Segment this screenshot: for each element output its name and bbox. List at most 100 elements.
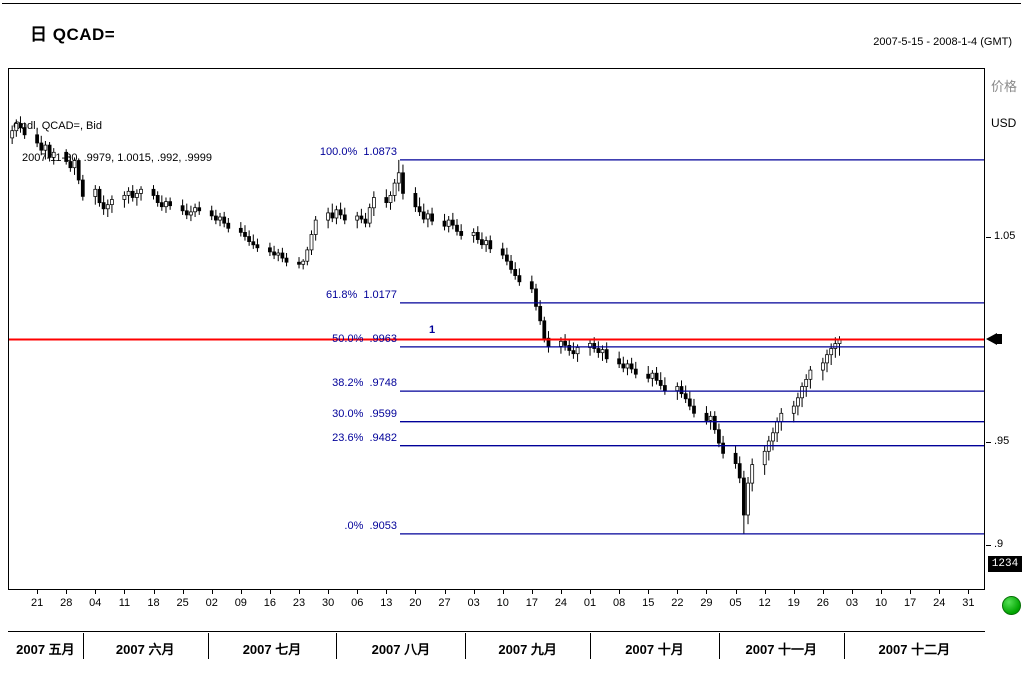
date-tick-label: 29 (700, 597, 713, 609)
date-range-label: 2007-5-15 - 2008-1-4 (GMT) (873, 36, 1012, 48)
month-separator (465, 633, 467, 659)
date-tick-mark (299, 590, 301, 594)
month-separator (207, 633, 209, 659)
price-tick-label: 1.05 (994, 229, 1016, 242)
date-tick-label: 01 (583, 597, 597, 609)
window-top-border (2, 3, 1021, 4)
month-separator (82, 633, 84, 659)
left-arrow-icon (986, 333, 997, 346)
fib-handle-label[interactable]: 1 (429, 324, 436, 336)
date-tick-label: 03 (467, 597, 480, 609)
date-tick-mark (560, 590, 562, 594)
price-tick-mark (986, 442, 991, 444)
date-tick-mark (706, 590, 708, 594)
date-tick-mark (182, 590, 184, 594)
price-tick-mark (986, 544, 991, 546)
fib-level-label: 30.0% .9599 (332, 407, 397, 420)
date-tick-mark (968, 590, 970, 594)
date-tick-mark (328, 590, 330, 594)
date-tick-mark (66, 590, 68, 594)
month-label: 2007 十一月 (745, 642, 818, 657)
price-axis-title: 价格 (991, 79, 1018, 94)
date-tick-label: 12 (758, 597, 771, 609)
date-tick-label: 25 (176, 597, 189, 609)
chart-plot-area[interactable] (8, 68, 985, 590)
date-tick-label: 28 (60, 597, 73, 609)
date-tick-label: 16 (263, 597, 277, 609)
date-tick-label: 21 (30, 597, 44, 609)
date-tick-mark (502, 590, 504, 594)
date-tick-label: 24 (554, 597, 568, 609)
date-tick-mark (95, 590, 97, 594)
date-tick-label: 18 (147, 597, 160, 609)
date-tick-label: 24 (933, 597, 946, 609)
date-tick-mark (357, 590, 359, 594)
date-tick-label: 13 (380, 597, 393, 609)
fib-level-label: 23.6% .9482 (332, 431, 397, 444)
month-separator (336, 633, 338, 659)
date-tick-label: 02 (205, 597, 218, 609)
symbol-label: QCAD= (52, 25, 116, 44)
price-marker-tail (997, 334, 1002, 345)
month-separator (590, 633, 592, 659)
date-tick-mark (37, 590, 39, 594)
month-label: 2007 七月 (242, 642, 302, 657)
date-tick-mark (444, 590, 446, 594)
date-tick-label: 11 (118, 597, 131, 609)
interval-label: 日 (30, 25, 48, 44)
date-tick-mark (269, 590, 271, 594)
date-tick-mark (822, 590, 824, 594)
month-label: 2007 六月 (115, 642, 175, 657)
legend-series-label: Cndl, QCAD=, Bid (13, 120, 102, 132)
date-tick-label: 08 (613, 597, 626, 609)
date-tick-mark (386, 590, 388, 594)
date-tick-label: 23 (292, 597, 306, 609)
date-tick-label: 10 (874, 597, 888, 609)
date-tick-mark (735, 590, 737, 594)
price-tick-mark (986, 236, 991, 238)
month-separator (843, 633, 845, 659)
date-tick-label: 04 (89, 597, 102, 609)
fib-level-label: .0% .9053 (344, 519, 397, 532)
date-tick-label: 26 (816, 597, 829, 609)
date-tick-mark (473, 590, 475, 594)
fib-level-label: 50.0% .9963 (332, 332, 397, 345)
fib-level-label: 100.0% 1.0873 (319, 145, 397, 158)
fibonacci-retracement-lines[interactable] (400, 159, 985, 535)
date-tick-label: 09 (234, 597, 247, 609)
timeline-rule (8, 631, 985, 632)
date-tick-label: 17 (525, 597, 538, 609)
axis-badge[interactable]: 1234 (988, 556, 1022, 572)
date-tick-mark (153, 590, 155, 594)
legend-ohlc-values: 2007-11-30, .9979, 1.0015, .992, .9999 (22, 152, 213, 164)
date-tick-label: 17 (904, 597, 917, 609)
month-label: 2007 十月 (625, 642, 684, 657)
date-tick-label: 31 (962, 597, 975, 609)
date-tick-label: 19 (787, 597, 800, 609)
date-tick-label: 05 (729, 597, 742, 609)
date-tick-label: 27 (438, 597, 451, 609)
date-tick-mark (124, 590, 126, 594)
price-tick-label: .95 (994, 435, 1010, 448)
date-tick-mark (764, 590, 766, 594)
month-label: 2007 十二月 (878, 642, 951, 657)
date-tick-mark (619, 590, 621, 594)
status-indicator-icon (1002, 596, 1021, 615)
fib-level-label: 38.2% .9748 (332, 377, 397, 390)
plot-border (8, 68, 985, 590)
date-tick-mark (531, 590, 533, 594)
date-tick-mark (240, 590, 242, 594)
month-label: 2007 九月 (498, 642, 557, 657)
date-tick-mark (648, 590, 650, 594)
date-tick-label: 15 (642, 597, 655, 609)
month-label: 2007 五月 (16, 642, 75, 657)
date-tick-mark (211, 590, 213, 594)
date-tick-label: 22 (671, 597, 684, 609)
date-tick-label: 20 (409, 597, 422, 609)
fib-level-label: 61.8% 1.0177 (326, 288, 397, 301)
month-separator (718, 633, 720, 659)
chart-title: 日 QCAD= (30, 20, 115, 45)
date-tick-label: 30 (321, 597, 335, 609)
date-tick-label: 10 (496, 597, 509, 609)
